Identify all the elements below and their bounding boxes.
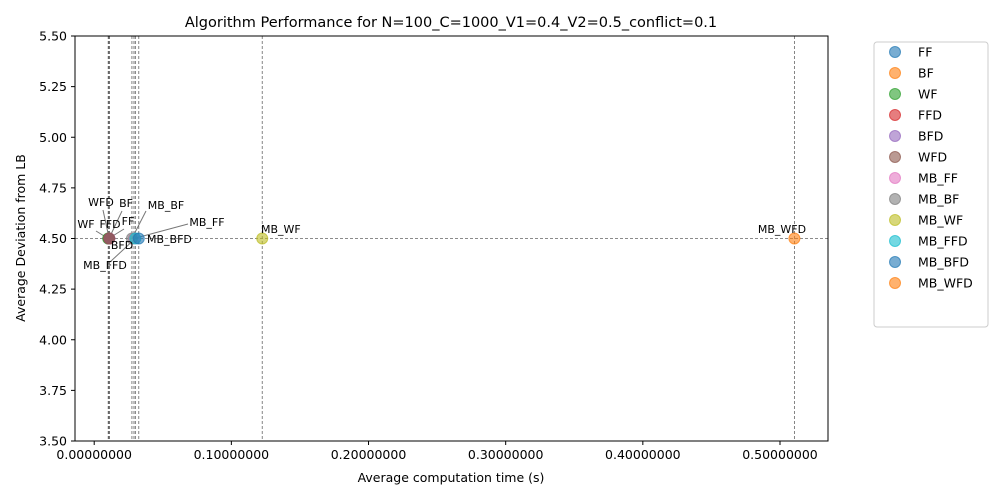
- x-tick-label: 0.40000000: [605, 447, 681, 462]
- y-tick-label: 5.25: [39, 79, 67, 94]
- legend-label: FF: [918, 45, 932, 60]
- point-label: FFD: [99, 218, 120, 231]
- legend-label: MB_BFD: [918, 255, 969, 270]
- legend-marker: [889, 277, 901, 289]
- legend-marker: [889, 214, 901, 226]
- legend-marker: [889, 151, 901, 163]
- legend-label: MB_WFD: [918, 276, 973, 291]
- point-label: MB_FFD: [83, 259, 127, 272]
- x-tick-label: 0.10000000: [194, 447, 270, 462]
- point-label: BFD: [111, 239, 133, 252]
- x-tick-label: 0.50000000: [742, 447, 818, 462]
- legend-marker: [889, 256, 901, 268]
- legend-label: BF: [918, 66, 934, 81]
- y-tick-label: 4.50: [39, 231, 67, 246]
- legend-marker: [889, 88, 901, 100]
- legend-label: MB_BF: [918, 192, 959, 207]
- data-point: [103, 232, 116, 245]
- y-tick-label: 3.50: [39, 434, 67, 449]
- legend-label: WFD: [918, 150, 947, 165]
- legend-label: MB_FF: [918, 171, 958, 186]
- plot-area: FF BF WF FFD BFD WFD MB_FF MB_BF MB_WF MB_FFD MB_B…: [75, 36, 828, 441]
- x-tick-label: 0.30000000: [468, 447, 544, 462]
- legend-label: MB_WF: [918, 213, 963, 228]
- legend-marker: [889, 130, 901, 142]
- point-label: WF: [77, 218, 94, 231]
- legend-box: [873, 41, 989, 328]
- legend-marker: [889, 109, 901, 121]
- y-tick-label: 4.75: [39, 180, 67, 195]
- x-tick-label: 0.00000000: [56, 447, 132, 462]
- point-label: MB_WFD: [758, 223, 806, 236]
- legend-label: MB_FFD: [918, 234, 968, 249]
- data-point: [788, 232, 801, 245]
- legend-marker: [889, 235, 901, 247]
- axes: 0.00000000 0.10000000 0.20000000 0.30000000…: [39, 29, 818, 463]
- legend: FF BF WF FFD BFD WFD MB_FF MB_BF MB_WF MB_FFD MB_B…: [873, 41, 989, 328]
- x-axis-label: Average computation time (s): [358, 470, 545, 485]
- chart-title: Algorithm Performance for N=100_C=1000_V…: [185, 15, 717, 31]
- y-tick-label: 5.00: [39, 130, 67, 145]
- point-label: MB_FF: [189, 216, 224, 229]
- point-label: MB_BF: [148, 199, 184, 212]
- y-tick-label: 4.00: [39, 332, 67, 347]
- legend-label: WF: [918, 87, 938, 102]
- legend-marker: [889, 172, 901, 184]
- point-label: BF: [119, 197, 133, 210]
- data-point: [132, 232, 145, 245]
- legend-label: FFD: [918, 108, 942, 123]
- legend-marker: [889, 193, 901, 205]
- point-label: MB_BFD: [147, 233, 192, 246]
- legend-marker: [889, 67, 901, 79]
- y-axis-label: Average Deviation from LB: [13, 154, 28, 322]
- point-label: MB_WF: [261, 223, 301, 236]
- x-tick-label: 0.20000000: [331, 447, 407, 462]
- point-label: FF: [122, 215, 135, 228]
- legend-label: BFD: [918, 129, 943, 144]
- point-label: WFD: [88, 196, 114, 209]
- legend-marker: [889, 46, 901, 58]
- y-tick-label: 4.25: [39, 282, 67, 297]
- y-tick-label: 5.50: [39, 29, 67, 44]
- data-point: [256, 232, 269, 245]
- y-tick-label: 3.75: [39, 383, 67, 398]
